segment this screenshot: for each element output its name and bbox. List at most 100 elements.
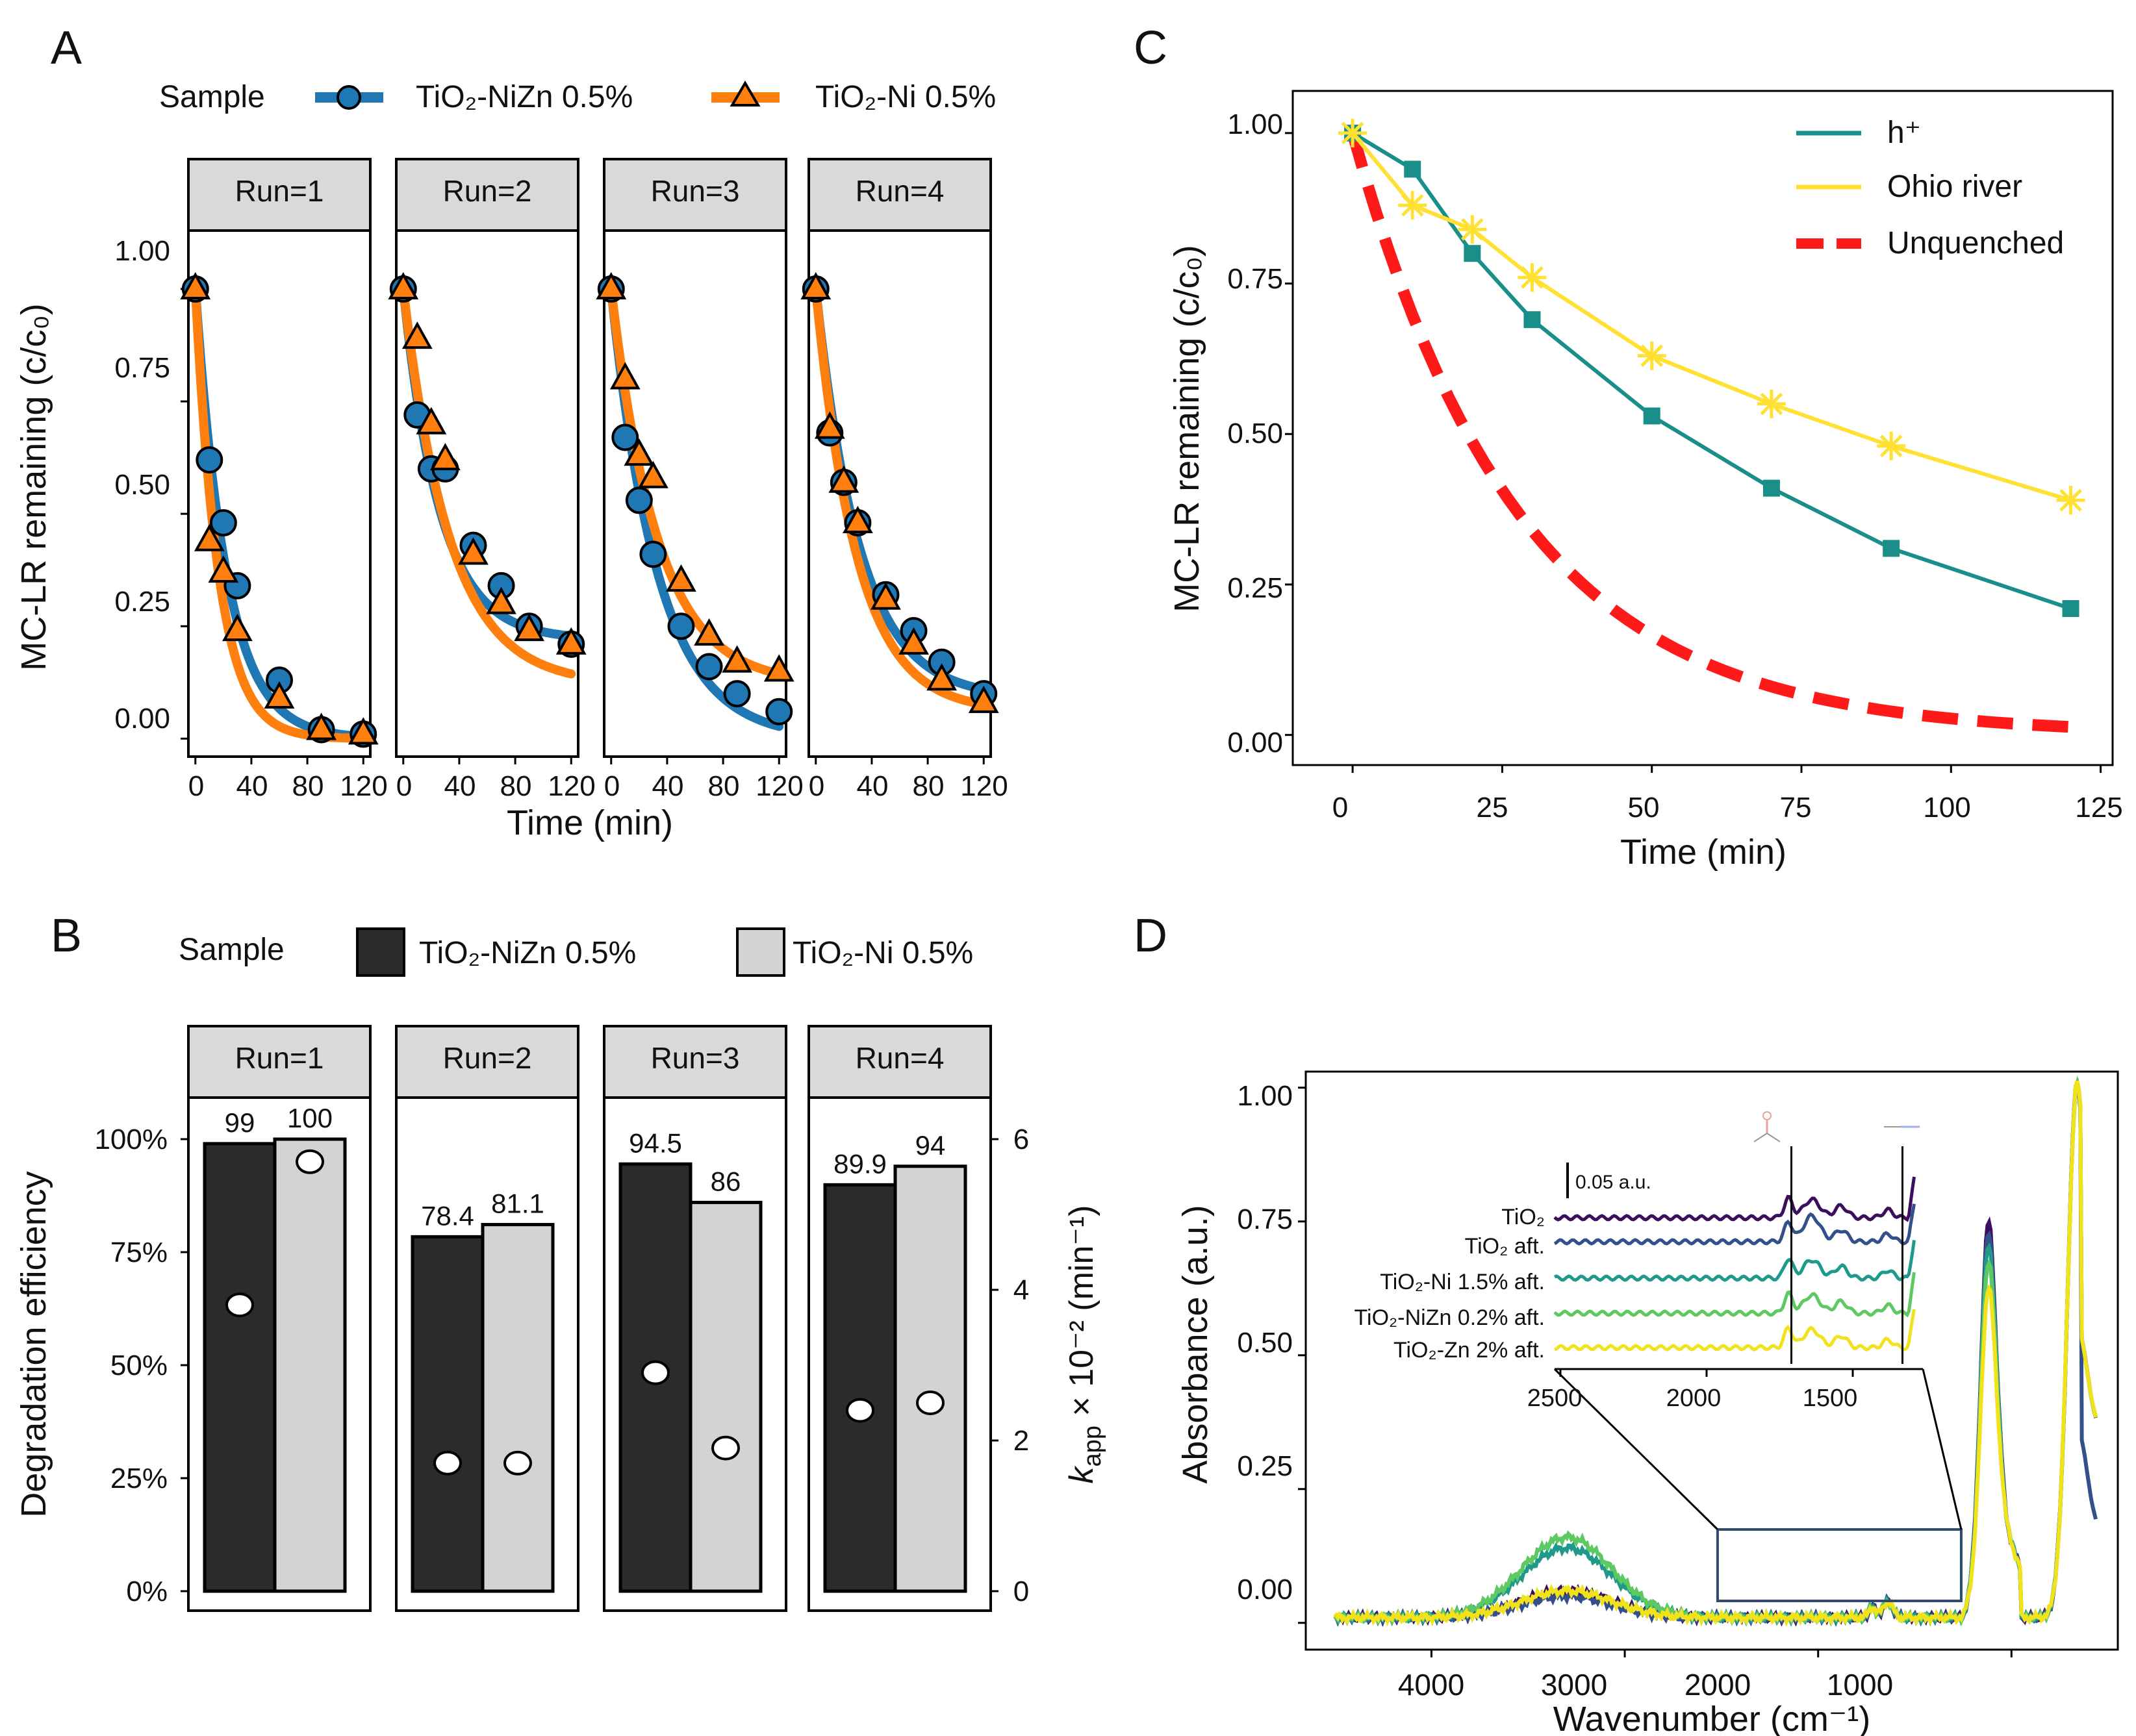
ni-data-point — [968, 685, 999, 713]
nizn-efficiency-bar-run4 — [823, 1183, 897, 1593]
ni-data-point — [180, 271, 211, 299]
ni-data-point — [486, 586, 516, 614]
facet-frame-b-run2 — [395, 1096, 579, 1612]
facet-frame-a-run2 — [395, 229, 579, 758]
ni-data-point — [763, 654, 795, 682]
facet-title-a-run3: Run=3 — [651, 174, 740, 208]
b-ytick-right-0: 0 — [1013, 1576, 1029, 1607]
inset-connector-left — [1553, 1368, 1718, 1531]
panel-b-legend: Sample TiO₂-NiZn 0.5% TiO₂-Ni 0.5% — [179, 927, 973, 977]
ni-data-point — [694, 618, 724, 646]
inset-label-tio2-aft: TiO₂ aft. — [1465, 1234, 1545, 1259]
a-xtick-label: 0 — [396, 770, 412, 802]
a-xtick-label: 40 — [857, 770, 889, 802]
d-ytick-label-100: 1.00 — [1237, 1080, 1293, 1112]
ni-data-point — [842, 505, 873, 533]
carbonyl-structure-icon — [1753, 1111, 1781, 1142]
c-xtick-label-100: 100 — [1923, 792, 1970, 824]
a-xtick-label: 120 — [756, 770, 803, 802]
b-ytick-label-75: 75% — [110, 1237, 168, 1268]
ni-data-point — [208, 555, 239, 583]
inset-label-zn: TiO₂-Zn 2% aft. — [1393, 1338, 1545, 1363]
legend-a-sample-title: Sample — [159, 80, 265, 114]
nizn-data-point — [625, 486, 653, 514]
nizn-data-point — [611, 423, 639, 451]
b-ytick-right-2: 2 — [1013, 1425, 1029, 1457]
inset-spectrum-4 — [1553, 1272, 1916, 1318]
hplus-data-point — [1404, 160, 1421, 178]
ni-data-point — [458, 537, 489, 565]
a-xtick-label: 120 — [340, 770, 387, 802]
nizn-data-point — [695, 653, 723, 681]
panel-a-plot-area — [180, 229, 999, 764]
inset-xtick-2500: 2500 — [1527, 1385, 1583, 1412]
legend-b-nizn-swatch — [356, 927, 405, 977]
facet-title-b-run2: Run=2 — [443, 1041, 532, 1075]
ni-efficiency-bar-run2 — [481, 1223, 555, 1593]
panel-label-c: C — [1134, 22, 1167, 74]
a-ytick-label-050: 0.50 — [114, 469, 170, 501]
ni-data-point — [348, 717, 379, 745]
d-ytick-label-000: 0.00 — [1237, 1574, 1293, 1605]
hplus-data-point — [1883, 540, 1900, 557]
ni-data-point — [194, 523, 225, 551]
ni-data-point — [800, 271, 832, 299]
hplus-data-point — [1523, 311, 1541, 329]
nizn-data-point — [209, 509, 237, 536]
hplus-data-point — [2062, 600, 2079, 618]
c-ytick-label-025: 0.25 — [1227, 572, 1283, 604]
ni-data-point — [306, 712, 337, 740]
ni-data-point — [222, 614, 253, 642]
panel-a-x-axis: 0 40 80 120 0 40 80 120 0 40 80 120 0 40… — [188, 770, 1008, 842]
d-x-axis-title: Wavenumber (cm⁻¹) — [1553, 1700, 1871, 1736]
inset-spectrum-1 — [1553, 1176, 1916, 1222]
ohio-river-data-point — [2056, 486, 2085, 515]
nizn-efficiency-label-run2: 78.4 — [421, 1200, 474, 1231]
nizn-kapp-point-run1 — [225, 1292, 254, 1318]
ni-data-point — [828, 465, 859, 493]
panel-b-y-axis-left: 0% 25% 50% 75% 100% Degradation efficien… — [14, 1124, 168, 1607]
panel-c-frame — [1291, 90, 2114, 766]
legend-b-sample-title: Sample — [179, 933, 285, 967]
ni-data-point — [898, 627, 929, 655]
legend-a-nizn-label: TiO₂-NiZn 0.5% — [416, 80, 633, 114]
hplus-line — [1351, 131, 2072, 610]
nizn-data-point — [196, 446, 223, 474]
facet-title-b-run3: Run=3 — [651, 1041, 740, 1075]
nizn-data-point — [765, 698, 793, 725]
legend-c-ohio-label: Ohio river — [1887, 170, 2022, 204]
panel-d-frame — [1304, 1070, 2119, 1651]
inset-label-tio2: TiO₂ — [1501, 1205, 1545, 1229]
nizn-kapp-point-run3 — [641, 1360, 670, 1385]
nizn-efficiency-bar-run1 — [203, 1142, 277, 1593]
inset-xtick-2000: 2000 — [1666, 1385, 1722, 1412]
a-xtick-label: 0 — [809, 770, 824, 802]
ni-data-point — [514, 614, 545, 642]
ohio-river-data-point — [1518, 263, 1547, 292]
panel-c-legend: h⁺ Ohio river Unquenched — [1796, 116, 2064, 260]
inset-label-ni: TiO₂-Ni 1.5% aft. — [1380, 1270, 1545, 1294]
ni-data-point — [388, 271, 419, 299]
d-xtick-label-2000: 2000 — [1685, 1668, 1751, 1702]
ni-data-point — [926, 663, 958, 691]
facet-strip-a-run1 — [187, 158, 372, 232]
nizn-efficiency-bar-run2 — [411, 1235, 485, 1593]
hplus-data-point — [1762, 479, 1780, 497]
hplus-data-point — [1643, 407, 1660, 425]
ni-data-point — [637, 460, 668, 488]
a-xtick-label: 80 — [292, 770, 324, 802]
panel-label-a: A — [51, 22, 82, 74]
legend-b-ni-swatch — [736, 927, 785, 977]
inset-spectrum-3 — [1553, 1240, 1916, 1282]
legend-b-nizn-label: TiO₂-NiZn 0.5% — [419, 936, 636, 970]
nizn-efficiency-label-run4: 89.9 — [833, 1148, 887, 1179]
c-xtick-label-125: 125 — [2075, 792, 2122, 824]
c-ytick-label-100: 1.00 — [1227, 108, 1283, 140]
ni-data-point — [401, 321, 433, 349]
c-x-axis-title: Time (min) — [1620, 833, 1786, 872]
hplus-data-point — [1464, 245, 1481, 262]
ni-efficiency-label-run2: 81.1 — [491, 1189, 544, 1219]
inset-scale-label: 0.05 a.u. — [1575, 1172, 1651, 1193]
panel-c-x-axis: 0 25 50 75 100 125 Time (min) — [1332, 792, 2123, 872]
ni-data-point — [624, 438, 655, 466]
